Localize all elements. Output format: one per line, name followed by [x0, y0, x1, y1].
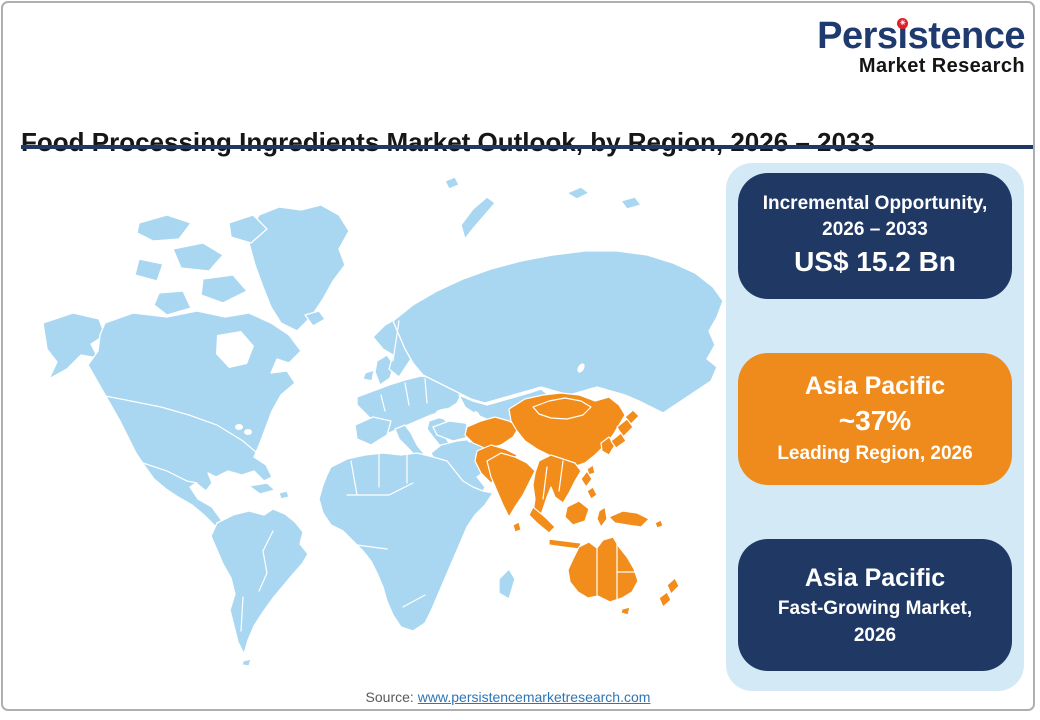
map-country-borders — [104, 320, 428, 632]
stat-card-fast-growing: Asia Pacific Fast-Growing Market, 2026 — [738, 539, 1012, 671]
card-title: Asia Pacific — [804, 563, 946, 592]
brand-subtitle: Market Research — [858, 55, 1025, 77]
world-map — [21, 165, 733, 693]
brand-part-1: Pers — [817, 15, 898, 57]
stats-panel: Incremental Opportunity, 2026 – 2033 US$… — [726, 163, 1024, 691]
map-region-asia-pacific — [464, 392, 680, 616]
stat-card-incremental-opportunity: Incremental Opportunity, 2026 – 2033 US$… — [738, 173, 1012, 299]
source-link[interactable]: www.persistencemarketresearch.com — [417, 689, 651, 705]
source-label: Source: — [365, 689, 414, 705]
source-line: Source: www.persistencemarketresearch.com — [293, 689, 723, 705]
card-note: Leading Region, 2026 — [777, 442, 973, 464]
card-note: 2026 — [853, 624, 897, 646]
card-value: US$ 15.2 Bn — [794, 246, 956, 277]
card-title: Asia Pacific — [804, 371, 946, 400]
card-line: Incremental Opportunity, — [762, 193, 988, 214]
brand-part-i: i — [897, 17, 909, 55]
card-note: Fast-Growing Market, — [777, 597, 973, 619]
stat-card-leading-region: Asia Pacific ~37% Leading Region, 2026 — [738, 353, 1012, 485]
map-base-regions — [42, 176, 724, 667]
card-line: 2026 – 2033 — [822, 219, 928, 240]
page-title: Food Processing Ingredients Market Outlo… — [21, 127, 875, 158]
card-value: ~37% — [838, 404, 912, 436]
logo-dot-icon — [897, 18, 909, 29]
title-underline — [21, 145, 1033, 149]
brand-logo: Persistence Market Research — [817, 17, 1025, 76]
brand-name: Persistence — [817, 17, 1025, 55]
map-australia-state-borders — [542, 460, 638, 600]
world-map-svg — [42, 176, 724, 667]
brand-part-2: stence — [907, 15, 1026, 57]
